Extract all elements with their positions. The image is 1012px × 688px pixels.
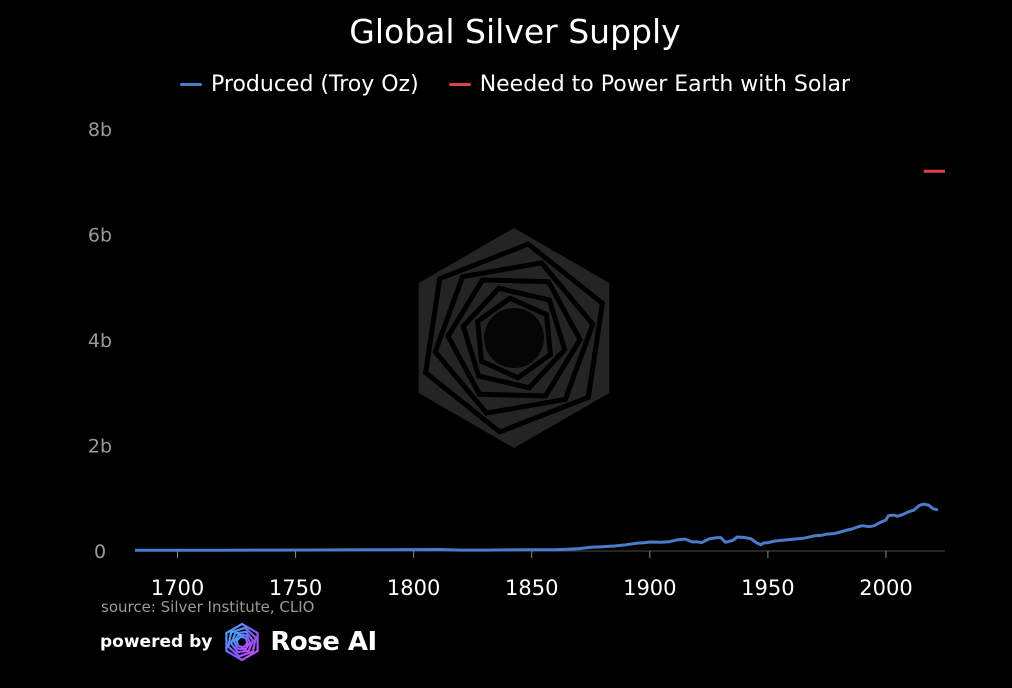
legend-swatch-needed-solar: [448, 83, 471, 86]
chart-title: Global Silver Supply: [349, 12, 681, 51]
y-tick-label: 8b: [88, 119, 112, 141]
x-tick-label: 1900: [623, 576, 676, 600]
legend-label-produced: Produced (Troy Oz): [211, 72, 419, 97]
legend-item-produced[interactable]: Produced (Troy Oz): [180, 72, 419, 97]
x-tick-label: 1950: [741, 576, 794, 600]
source-note: source: Silver Institute, CLIO: [101, 598, 315, 616]
legend-label-needed-solar: Needed to Power Earth with Solar: [479, 72, 850, 97]
footer-branding: powered by Rose AI: [100, 620, 377, 664]
x-tick-label: 2000: [859, 576, 912, 600]
legend-swatch-produced: [180, 83, 203, 86]
x-axis: 1700 1750 1800 1850 1900 1950 2000: [135, 550, 945, 600]
y-tick-label: 4b: [88, 330, 112, 352]
powered-by-label: powered by: [100, 632, 213, 652]
rose-ai-watermark-icon: [418, 228, 610, 448]
legend: Produced (Troy Oz) Needed to Power Earth…: [0, 72, 1012, 97]
series-line-produced: [135, 502, 939, 552]
x-tick-label: 1700: [151, 576, 204, 600]
x-tick-label: 1750: [269, 576, 322, 600]
legend-item-needed-solar[interactable]: Needed to Power Earth with Solar: [448, 72, 850, 97]
y-tick-label: 6b: [88, 225, 112, 247]
rose-ai-logo-icon: [225, 622, 260, 662]
series-layer: [135, 169, 945, 552]
x-tick-label: 1800: [387, 576, 440, 600]
x-tick-label: 1850: [505, 576, 558, 600]
y-tick-label: 2b: [88, 436, 112, 458]
brand-name: Rose AI: [270, 627, 377, 657]
y-tick-label: 0: [94, 541, 106, 563]
y-axis: 0 2b 4b 6b 8b: [88, 119, 112, 563]
